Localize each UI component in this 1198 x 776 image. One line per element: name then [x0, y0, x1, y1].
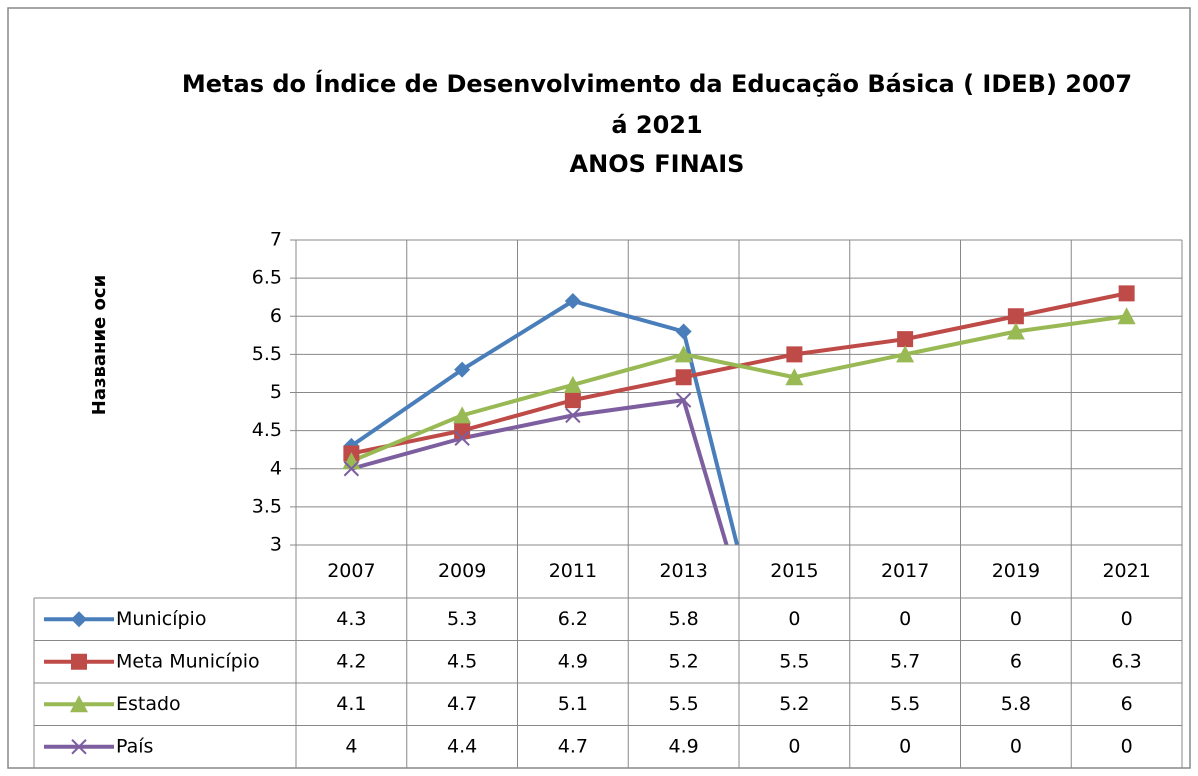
- table-value: 0: [788, 735, 800, 757]
- marker: [897, 331, 914, 348]
- marker: [71, 653, 87, 670]
- table-value: 5.3: [447, 608, 477, 630]
- x-tick-label: 2007: [327, 560, 375, 582]
- legend-label: Estado: [116, 693, 181, 715]
- table-value: 5.8: [1001, 693, 1031, 715]
- table-value: 6: [1121, 693, 1133, 715]
- table-value: 6: [1010, 650, 1022, 672]
- marker: [1007, 308, 1024, 325]
- table-value: 5.5: [669, 693, 699, 715]
- table-value: 5.2: [779, 693, 809, 715]
- x-tick-label: 2013: [659, 560, 707, 582]
- series-line: [350, 299, 740, 545]
- table-value: 0: [1010, 608, 1022, 630]
- table-value: 5.5: [890, 693, 920, 715]
- table-value: 4.9: [669, 735, 699, 757]
- marker: [675, 323, 692, 340]
- table-value: 0: [1121, 608, 1133, 630]
- table-value: 0: [899, 735, 911, 757]
- marker: [786, 346, 803, 363]
- table-value: 0: [788, 608, 800, 630]
- legend-label: Município: [116, 608, 206, 630]
- y-tick-label: 7: [270, 229, 282, 251]
- marker: [564, 293, 581, 309]
- marker: [785, 368, 804, 386]
- table-value: 5.2: [669, 650, 699, 672]
- table-value: 4.9: [558, 650, 588, 672]
- table-value: 4: [345, 735, 357, 757]
- y-axis-title: Название оси: [89, 275, 110, 415]
- table-value: 0: [1010, 735, 1022, 757]
- marker: [564, 392, 581, 409]
- series-line: [350, 314, 1127, 463]
- table-value: 5.1: [558, 693, 588, 715]
- chart-title: á 2021: [611, 111, 702, 139]
- table-value: 0: [899, 608, 911, 630]
- marker: [1006, 322, 1025, 340]
- marker: [71, 739, 87, 755]
- marker: [675, 369, 692, 386]
- table-value: 5.5: [779, 650, 809, 672]
- table-value: 5.8: [669, 608, 699, 630]
- y-tick-label: 5: [270, 381, 282, 403]
- chart-title: ANOS FINAIS: [570, 150, 745, 178]
- marker: [563, 375, 582, 393]
- marker: [454, 361, 471, 378]
- marker: [454, 430, 470, 446]
- marker: [674, 345, 693, 363]
- table-value: 4.5: [447, 650, 477, 672]
- x-tick-label: 2021: [1102, 560, 1150, 582]
- y-tick-label: 6.5: [252, 267, 282, 289]
- marker: [675, 392, 692, 408]
- table-value: 5.7: [890, 650, 920, 672]
- y-tick-label: 5.5: [252, 343, 282, 365]
- marker: [896, 345, 915, 363]
- y-tick-label: 3: [270, 534, 282, 556]
- chart-border: [7, 7, 1191, 769]
- y-tick-label: 3.5: [252, 495, 282, 517]
- y-tick-label: 4: [270, 457, 282, 479]
- marker: [70, 695, 88, 713]
- chart-title: Metas do Índice de Desenvolvimento da Ed…: [182, 69, 1132, 98]
- series-line: [350, 398, 729, 545]
- y-tick-label: 6: [270, 305, 282, 327]
- marker: [1118, 285, 1135, 302]
- x-tick-label: 2015: [770, 560, 818, 582]
- marker: [71, 611, 87, 628]
- table-value: 6.3: [1112, 650, 1142, 672]
- table-value: 4.7: [558, 735, 588, 757]
- x-tick-label: 2009: [438, 560, 486, 582]
- legend-label: Meta Município: [116, 650, 260, 672]
- legend-label: País: [116, 735, 153, 757]
- marker: [454, 422, 471, 439]
- x-tick-label: 2019: [992, 560, 1040, 582]
- x-tick-label: 2017: [881, 560, 929, 582]
- x-tick-label: 2011: [549, 560, 597, 582]
- table-value: 6.2: [558, 608, 588, 630]
- table-value: 0: [1121, 735, 1133, 757]
- marker: [565, 407, 581, 424]
- marker: [453, 406, 472, 424]
- marker: [343, 461, 360, 477]
- y-tick-label: 4.5: [252, 419, 282, 441]
- table-value: 4.4: [447, 735, 477, 757]
- table-value: 4.1: [336, 693, 366, 715]
- table-value: 4.7: [447, 693, 477, 715]
- table-value: 4.3: [336, 608, 366, 630]
- table-value: 4.2: [336, 650, 366, 672]
- marker: [1117, 307, 1136, 325]
